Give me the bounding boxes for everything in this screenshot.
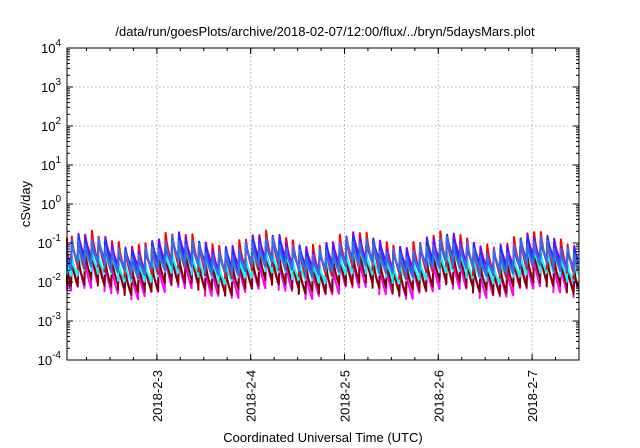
series-group [66, 229, 579, 301]
y-tick-label: 10-2 [38, 272, 62, 290]
x-axis-label: Coordinated Universal Time (UTC) [223, 430, 422, 445]
y-tick-label: 104 [41, 38, 61, 56]
x-tick-label: 2018-2-3 [150, 370, 165, 422]
x-axis-ticks: 2018-2-3 2018-2-4 2018-2-5 2018-2-6 2018-2-7 [86, 48, 580, 422]
series-line [66, 248, 579, 297]
x-tick-label: 2018-2-6 [431, 370, 446, 422]
y-axis-label: cSv/day [18, 180, 33, 227]
y-tick-label: 103 [41, 77, 61, 95]
series-line [66, 235, 579, 278]
y-tick-label: 10-4 [38, 350, 62, 368]
x-tick-label: 2018-2-7 [525, 370, 540, 422]
y-tick-label: 101 [41, 155, 61, 173]
y-axis-ticks: 10-4 10-3 10-2 10-1 100 101 102 103 104 [38, 38, 579, 368]
y-tick-label: 100 [41, 194, 61, 212]
x-tick-label: 2018-2-4 [244, 370, 259, 422]
grid [67, 48, 579, 360]
x-tick-label: 2018-2-5 [337, 370, 352, 422]
y-tick-label: 102 [41, 116, 61, 134]
y-tick-label: 10-3 [38, 311, 62, 329]
y-tick-label: 10-1 [38, 233, 62, 251]
chart-title: /data/run/goesPlots/archive/2018-02-07/1… [115, 24, 535, 39]
